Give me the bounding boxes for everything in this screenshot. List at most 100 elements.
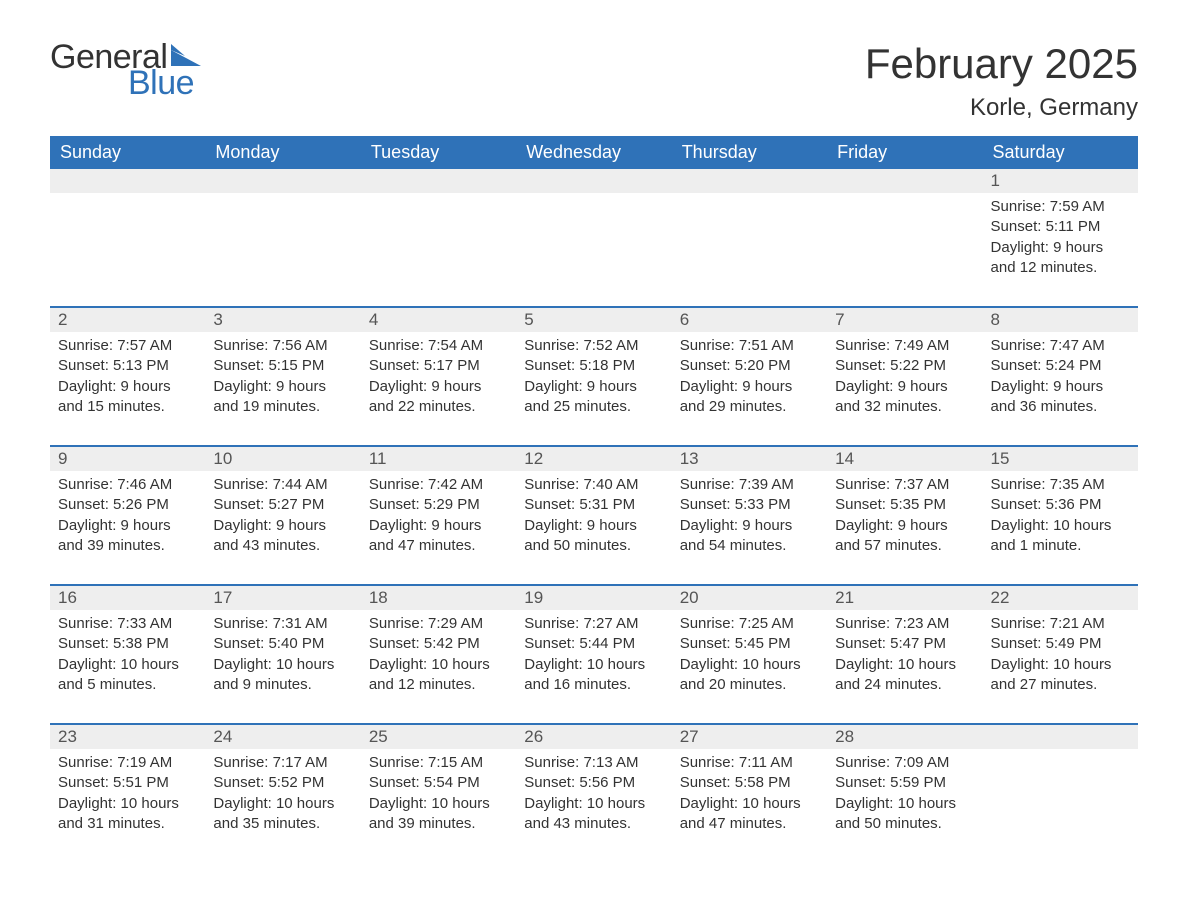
sunset-value: 5:54 PM: [424, 774, 480, 791]
sunrise-label: Sunrise:: [835, 476, 894, 493]
sunrise-line: Sunrise: 7:15 AM: [369, 753, 508, 773]
calendar-cell: 16Sunrise: 7:33 AMSunset: 5:38 PMDayligh…: [50, 585, 205, 724]
sunset-line: Sunset: 5:51 PM: [58, 773, 197, 793]
sunset-line: Sunset: 5:22 PM: [835, 356, 974, 376]
day-details: Sunrise: 7:31 AMSunset: 5:40 PMDaylight:…: [205, 610, 360, 695]
sunrise-label: Sunrise:: [835, 754, 894, 771]
sunrise-label: Sunrise:: [369, 615, 428, 632]
sunrise-line: Sunrise: 7:23 AM: [835, 614, 974, 634]
calendar-cell: [361, 169, 516, 307]
day-details: Sunrise: 7:57 AMSunset: 5:13 PMDaylight:…: [50, 332, 205, 417]
sunrise-line: Sunrise: 7:09 AM: [835, 753, 974, 773]
sunrise-value: 7:09 AM: [894, 754, 949, 771]
sunrise-line: Sunrise: 7:33 AM: [58, 614, 197, 634]
sunrise-value: 7:56 AM: [273, 337, 328, 354]
sunrise-label: Sunrise:: [835, 337, 894, 354]
day-header: Saturday: [983, 136, 1138, 169]
day-number: 6: [672, 308, 827, 332]
daylight-label: Daylight:: [524, 517, 587, 534]
calendar-cell: [205, 169, 360, 307]
sunset-value: 5:47 PM: [890, 635, 946, 652]
sunset-line: Sunset: 5:35 PM: [835, 495, 974, 515]
sunset-value: 5:51 PM: [113, 774, 169, 791]
daylight-label: Daylight:: [213, 656, 276, 673]
title-block: February 2025 Korle, Germany: [865, 40, 1138, 122]
sunrise-line: Sunrise: 7:59 AM: [991, 197, 1130, 217]
sunrise-label: Sunrise:: [369, 337, 428, 354]
calendar-cell: [827, 169, 982, 307]
sunrise-label: Sunrise:: [58, 615, 117, 632]
day-number: [50, 169, 205, 193]
sunrise-line: Sunrise: 7:47 AM: [991, 336, 1130, 356]
calendar-cell: 27Sunrise: 7:11 AMSunset: 5:58 PMDayligh…: [672, 724, 827, 862]
day-header: Wednesday: [516, 136, 671, 169]
day-details: Sunrise: 7:23 AMSunset: 5:47 PMDaylight:…: [827, 610, 982, 695]
daylight-label: Daylight:: [369, 656, 432, 673]
sunrise-value: 7:13 AM: [583, 754, 638, 771]
sunrise-label: Sunrise:: [213, 337, 272, 354]
sunset-label: Sunset:: [213, 357, 268, 374]
calendar-cell: 4Sunrise: 7:54 AMSunset: 5:17 PMDaylight…: [361, 307, 516, 446]
sunrise-value: 7:29 AM: [428, 615, 483, 632]
calendar-cell: 5Sunrise: 7:52 AMSunset: 5:18 PMDaylight…: [516, 307, 671, 446]
sunset-value: 5:58 PM: [735, 774, 791, 791]
daylight-label: Daylight:: [835, 378, 898, 395]
sunrise-value: 7:21 AM: [1050, 615, 1105, 632]
sunset-value: 5:13 PM: [113, 357, 169, 374]
sunset-line: Sunset: 5:54 PM: [369, 773, 508, 793]
sunset-line: Sunset: 5:20 PM: [680, 356, 819, 376]
sunset-label: Sunset:: [991, 635, 1046, 652]
sunrise-value: 7:19 AM: [117, 754, 172, 771]
sunrise-value: 7:44 AM: [273, 476, 328, 493]
day-details: Sunrise: 7:11 AMSunset: 5:58 PMDaylight:…: [672, 749, 827, 834]
calendar-cell: 2Sunrise: 7:57 AMSunset: 5:13 PMDaylight…: [50, 307, 205, 446]
calendar-cell: 8Sunrise: 7:47 AMSunset: 5:24 PMDaylight…: [983, 307, 1138, 446]
sunset-value: 5:11 PM: [1046, 218, 1101, 235]
day-number: [672, 169, 827, 193]
daylight-line: Daylight: 9 hours and 43 minutes.: [213, 516, 352, 557]
day-number: [205, 169, 360, 193]
sunset-label: Sunset:: [213, 635, 268, 652]
sunset-label: Sunset:: [213, 496, 268, 513]
sunset-line: Sunset: 5:13 PM: [58, 356, 197, 376]
sunset-line: Sunset: 5:15 PM: [213, 356, 352, 376]
daylight-line: Daylight: 9 hours and 19 minutes.: [213, 377, 352, 418]
day-details: Sunrise: 7:21 AMSunset: 5:49 PMDaylight:…: [983, 610, 1138, 695]
day-details: Sunrise: 7:47 AMSunset: 5:24 PMDaylight:…: [983, 332, 1138, 417]
sunrise-value: 7:23 AM: [894, 615, 949, 632]
day-number: 18: [361, 586, 516, 610]
calendar-cell: 18Sunrise: 7:29 AMSunset: 5:42 PMDayligh…: [361, 585, 516, 724]
daylight-label: Daylight:: [213, 378, 276, 395]
header-row: General Blue February 2025 Korle, German…: [50, 40, 1138, 122]
calendar-week: 16Sunrise: 7:33 AMSunset: 5:38 PMDayligh…: [50, 585, 1138, 724]
daylight-label: Daylight:: [991, 378, 1054, 395]
sunset-line: Sunset: 5:24 PM: [991, 356, 1130, 376]
sunset-value: 5:45 PM: [735, 635, 791, 652]
sunset-label: Sunset:: [58, 496, 113, 513]
sunset-label: Sunset:: [369, 496, 424, 513]
sunrise-line: Sunrise: 7:52 AM: [524, 336, 663, 356]
day-details: Sunrise: 7:52 AMSunset: 5:18 PMDaylight:…: [516, 332, 671, 417]
sunrise-value: 7:37 AM: [894, 476, 949, 493]
daylight-line: Daylight: 10 hours and 31 minutes.: [58, 794, 197, 835]
logo: General Blue: [50, 40, 201, 100]
sunrise-label: Sunrise:: [680, 754, 739, 771]
calendar-cell: [516, 169, 671, 307]
sunrise-label: Sunrise:: [524, 615, 583, 632]
day-details: Sunrise: 7:17 AMSunset: 5:52 PMDaylight:…: [205, 749, 360, 834]
daylight-line: Daylight: 9 hours and 36 minutes.: [991, 377, 1130, 418]
daylight-line: Daylight: 9 hours and 47 minutes.: [369, 516, 508, 557]
sunrise-label: Sunrise:: [58, 337, 117, 354]
sunset-value: 5:44 PM: [579, 635, 635, 652]
day-number: 13: [672, 447, 827, 471]
day-details: Sunrise: 7:44 AMSunset: 5:27 PMDaylight:…: [205, 471, 360, 556]
sunrise-value: 7:25 AM: [739, 615, 794, 632]
sunset-value: 5:56 PM: [579, 774, 635, 791]
sunset-value: 5:35 PM: [890, 496, 946, 513]
sunrise-value: 7:15 AM: [428, 754, 483, 771]
day-number: 27: [672, 725, 827, 749]
sunset-value: 5:17 PM: [424, 357, 480, 374]
sunset-line: Sunset: 5:49 PM: [991, 634, 1130, 654]
day-details: Sunrise: 7:46 AMSunset: 5:26 PMDaylight:…: [50, 471, 205, 556]
calendar-week: 1Sunrise: 7:59 AMSunset: 5:11 PMDaylight…: [50, 169, 1138, 307]
